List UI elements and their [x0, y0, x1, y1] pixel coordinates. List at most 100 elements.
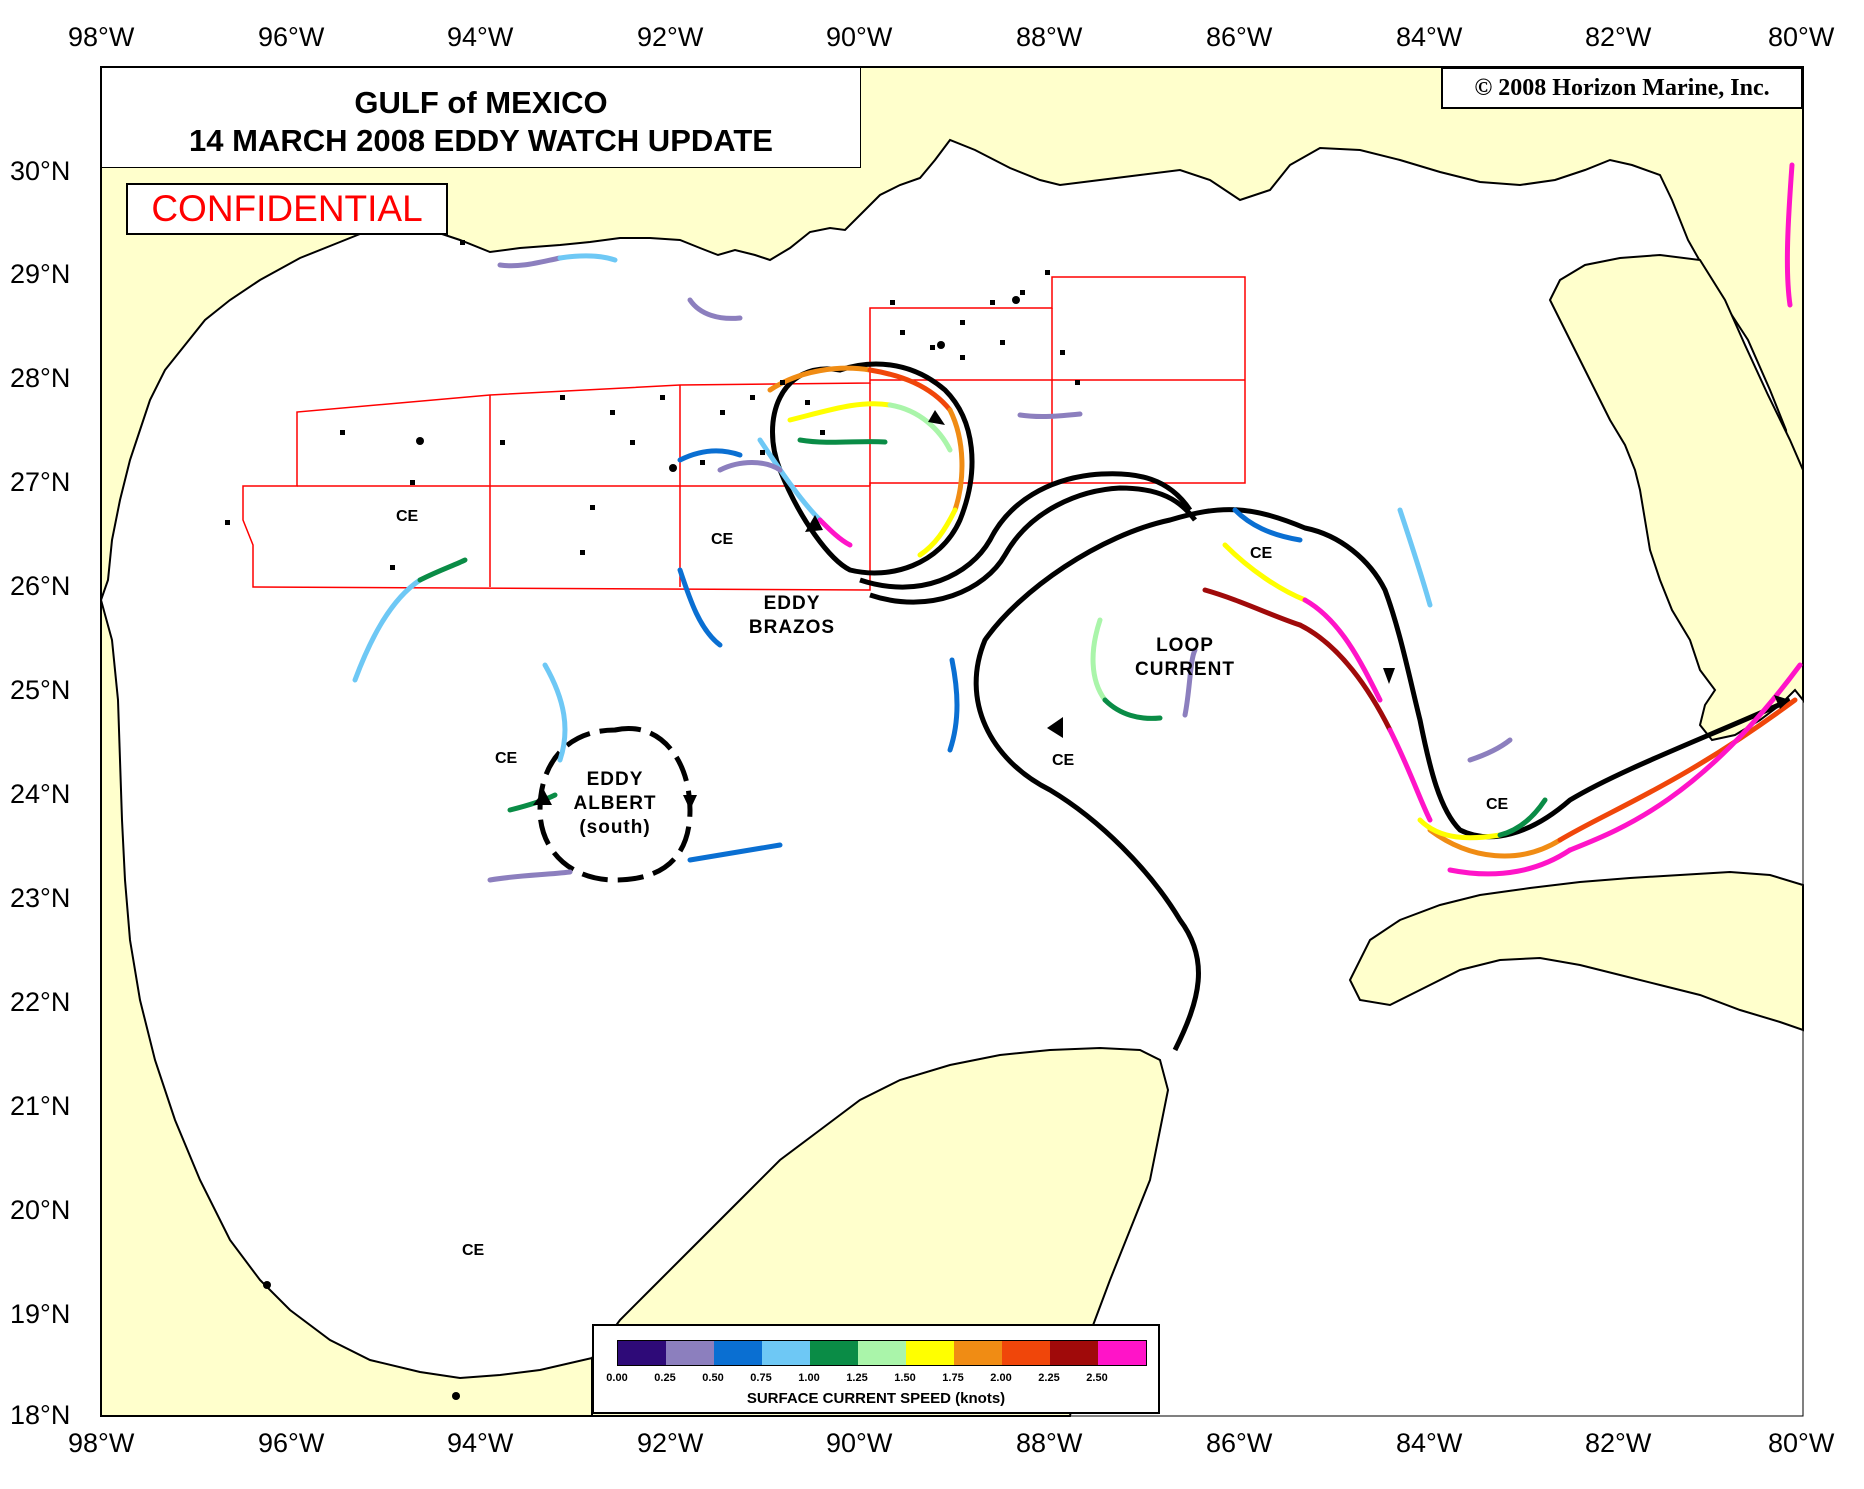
legend-tick-label: 0.75 [750, 1372, 772, 1384]
lat-label-24: 24°N [10, 779, 71, 809]
lon-label-bottom-88: 88°W [1016, 1428, 1083, 1458]
lon-label-top-86: 86°W [1206, 22, 1273, 52]
legend-swatch-0 [618, 1341, 666, 1365]
lon-label-top-98: 98°W [68, 22, 135, 52]
land-us-coast [100, 66, 1804, 601]
copyright-notice: © 2008 Horizon Marine, Inc. [1441, 67, 1803, 109]
lat-label-26: 26°N [10, 571, 71, 601]
albert-arrow-south [683, 795, 697, 810]
brazos-arrow-north [805, 515, 823, 532]
lat-label-22: 22°N [10, 987, 71, 1017]
loop-current-line2: CURRENT [1135, 659, 1235, 680]
lon-label-bottom-84: 84°W [1396, 1428, 1463, 1458]
lon-label-bottom-98: 98°W [68, 1428, 135, 1458]
land-cuba [1348, 870, 1804, 1032]
eddy-albert-label: EDDY ALBERT (south) [560, 768, 670, 840]
drifter-tracks [352, 162, 1803, 883]
lon-label-bottom-94: 94°W [447, 1428, 514, 1458]
loop-arrow-south [1383, 668, 1395, 684]
legend-tick-label: 2.00 [990, 1372, 1012, 1384]
current-arrowheads [533, 410, 1790, 810]
legend-swatch-1 [666, 1341, 714, 1365]
lon-label-bottom-86: 86°W [1206, 1428, 1273, 1458]
legend-tick-label: 0.25 [654, 1372, 676, 1384]
legend-swatch-5 [858, 1341, 906, 1365]
brazos-arrow-east [928, 410, 945, 425]
lon-label-top-82: 82°W [1585, 22, 1652, 52]
legend-swatch-2 [714, 1341, 762, 1365]
lon-label-bottom-80: 80°W [1768, 1428, 1835, 1458]
legend-tick-label: 1.00 [798, 1372, 820, 1384]
legend-swatch-10 [1098, 1341, 1146, 1365]
lat-label-18: 18°N [10, 1400, 71, 1430]
legend-tick-label: 1.25 [846, 1372, 868, 1384]
eddy-brazos-ring3 [869, 485, 1197, 605]
eddy-brazos-ring2 [859, 471, 1193, 590]
map-title-line2: 14 MARCH 2008 EDDY WATCH UPDATE [189, 123, 773, 158]
lat-label-20: 20°N [10, 1195, 71, 1225]
lon-label-bottom-92: 92°W [637, 1428, 704, 1458]
confidential-badge: CONFIDENTIAL [126, 183, 448, 235]
legend-tick-label: 0.00 [606, 1372, 628, 1384]
eddy-albert-line3: (south) [579, 817, 651, 838]
eddy-brazos-outline [770, 361, 975, 576]
loop-arrow-east [1774, 695, 1790, 709]
loop-arrow-west [1047, 717, 1063, 738]
ce-label: CE [711, 531, 734, 548]
lat-label-21: 21°N [10, 1091, 71, 1121]
legend-swatch-3 [762, 1341, 810, 1365]
lat-label-23: 23°N [10, 883, 71, 913]
legend-swatch-4 [810, 1341, 858, 1365]
land-mexico-west [100, 599, 593, 1417]
legend-title: SURFACE CURRENT SPEED (knots) [746, 1390, 1006, 1407]
lat-label-27: 27°N [10, 467, 71, 497]
ce-label: CE [495, 750, 518, 767]
ce-label: CE [1486, 796, 1509, 813]
lon-label-bottom-82: 82°W [1585, 1428, 1652, 1458]
loop-current-line1: LOOP [1156, 635, 1214, 656]
legend-swatch-7 [954, 1341, 1002, 1365]
lon-label-top-80: 80°W [1768, 22, 1835, 52]
map-title-box: GULF of MEXICO 14 MARCH 2008 EDDY WATCH … [101, 67, 861, 168]
lat-label-29: 29°N [10, 259, 71, 289]
lat-label-25: 25°N [10, 675, 71, 705]
lat-label-28: 28°N [10, 363, 71, 393]
legend-tick-row: 0.00 0.25 0.50 0.75 1.00 1.25 1.50 1.75 2.00 2.25… [606, 1372, 1145, 1386]
lat-label-19: 19°N [10, 1299, 71, 1329]
platform-markers [225, 240, 1080, 1400]
albert-arrow-north [533, 790, 552, 805]
eddy-albert-ring [537, 726, 693, 883]
lon-label-top-96: 96°W [258, 22, 325, 52]
land-florida [1548, 253, 1804, 742]
lon-label-top-88: 88°W [1016, 22, 1083, 52]
legend-tick-label: 1.50 [894, 1372, 916, 1384]
legend-tick-label: 2.50 [1086, 1372, 1108, 1384]
ce-label: CE [396, 508, 419, 525]
eddy-brazos-label: EDDY BRAZOS [732, 592, 852, 640]
legend-swatch-6 [906, 1341, 954, 1365]
ce-label: CE [1250, 545, 1273, 562]
speed-legend: 0.00 0.25 0.50 0.75 1.00 1.25 1.50 1.75 2.00 2.25… [592, 1324, 1160, 1414]
legend-swatch-8 [1002, 1341, 1050, 1365]
eddy-brazos-line1: EDDY [763, 593, 821, 614]
map-title-line1: GULF of MEXICO [354, 85, 608, 120]
ce-label: CE [1052, 752, 1075, 769]
lon-label-top-92: 92°W [637, 22, 704, 52]
lat-label-30: 30°N [10, 156, 71, 186]
legend-tick-label: 2.25 [1038, 1372, 1060, 1384]
eddy-brazos-line2: BRAZOS [748, 617, 836, 638]
legend-color-bar [617, 1340, 1147, 1366]
lon-label-bottom-96: 96°W [258, 1428, 325, 1458]
eddy-albert-line1: EDDY [586, 769, 644, 790]
lon-label-top-84: 84°W [1396, 22, 1463, 52]
eddy-albert-line2: ALBERT [573, 793, 657, 814]
lon-label-top-94: 94°W [447, 22, 514, 52]
lon-label-bottom-90: 90°W [826, 1428, 893, 1458]
lon-label-top-90: 90°W [826, 22, 893, 52]
ce-label: CE [462, 1242, 485, 1259]
loop-current-label: LOOP CURRENT [1120, 634, 1250, 682]
legend-tick-label: 0.50 [702, 1372, 724, 1384]
legend-tick-label: 1.75 [942, 1372, 964, 1384]
legend-swatch-9 [1050, 1341, 1098, 1365]
